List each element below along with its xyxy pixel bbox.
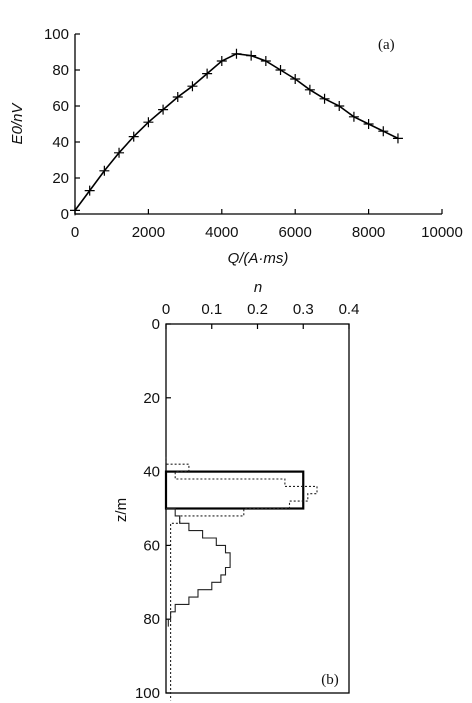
data-point-marker: [143, 117, 154, 128]
data-point-marker: [275, 65, 286, 75]
data-point-marker: [304, 84, 315, 95]
chart-b-y-label: z/m: [113, 498, 130, 522]
data-point-marker: [84, 185, 95, 196]
x-tick-label: 0.1: [201, 301, 222, 318]
y-tick-label: 60: [143, 537, 160, 554]
x-tick-label: 6000: [279, 224, 312, 241]
chart-a-panel-label: (a): [378, 37, 395, 53]
data-point-marker: [334, 101, 345, 111]
x-tick-label: 0.2: [247, 301, 268, 318]
chart-a-series-line: [74, 52, 399, 211]
chart-a-markers: [70, 48, 403, 216]
y-tick-label: 60: [52, 98, 69, 115]
data-point-marker: [172, 92, 183, 102]
y-tick-label: 0: [61, 206, 69, 223]
y-tick-label: 20: [143, 390, 160, 407]
x-tick-label: 0: [162, 301, 170, 318]
data-point-marker: [70, 205, 80, 216]
y-tick-label: 100: [135, 685, 160, 702]
chart-b-panel-label: (b): [321, 672, 339, 688]
data-point-marker: [231, 48, 242, 59]
data-point-marker: [128, 131, 139, 142]
x-tick-label: 10000: [421, 224, 463, 241]
chart-b-x-label: n: [254, 279, 262, 296]
x-tick-label: 2000: [132, 224, 165, 241]
chart-a-x-label: Q/(A·ms): [228, 250, 289, 267]
x-tick-label: 8000: [352, 224, 385, 241]
x-tick-label: 0.3: [293, 301, 314, 318]
x-tick-label: 4000: [205, 224, 238, 241]
data-point-marker: [158, 104, 169, 115]
data-point-marker: [202, 68, 213, 79]
data-point-marker: [114, 147, 125, 158]
y-tick-label: 80: [52, 62, 69, 79]
data-point-marker: [260, 56, 271, 66]
data-point-marker: [348, 111, 359, 122]
data-point-marker: [99, 165, 110, 176]
chart-b: 0 0.1 0.2 0.3 0.4 0 20 40 60 80 100 n z/m (b): [113, 279, 359, 702]
data-point-marker: [319, 93, 330, 104]
y-tick-label: 40: [52, 134, 69, 151]
chart-a-y-label: E0/nV: [9, 102, 26, 145]
y-tick-label: 100: [44, 26, 69, 43]
y-tick-label: 20: [52, 170, 69, 187]
x-tick-label: 0: [71, 224, 79, 241]
solid-step-series: [166, 507, 231, 627]
y-tick-label: 40: [143, 464, 160, 481]
y-tick-label: 80: [143, 611, 160, 628]
data-point-marker: [378, 126, 389, 137]
dotted-step-series: [165, 456, 318, 701]
chart-b-series: [164, 456, 318, 701]
data-point-marker: [246, 50, 257, 61]
data-point-marker: [187, 81, 198, 92]
chart-a-ticks: 0 2000 4000 6000 8000 10000 0 20 40 60 80 100: [44, 26, 463, 241]
chart-b-ticks: 0 0.1 0.2 0.3 0.4 0 20 40 60 80 100: [135, 301, 359, 702]
layer-box-solid: [164, 470, 305, 510]
data-point-marker: [216, 56, 227, 66]
chart-a: 0 2000 4000 6000 8000 10000 0 20 40 60 80 100 (a) Q…: [9, 26, 463, 267]
y-tick-label: 0: [152, 316, 160, 333]
data-point-marker: [363, 119, 374, 129]
data-point-marker: [392, 133, 403, 144]
data-point-marker: [290, 74, 301, 84]
x-tick-label: 0.4: [339, 301, 360, 318]
